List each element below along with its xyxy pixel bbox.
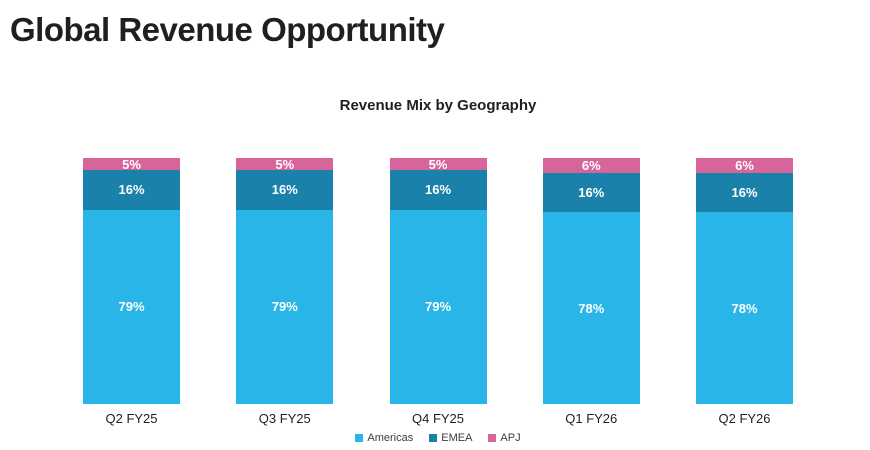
stacked-bar-q2-fy26: 6% 16% 78%: [696, 158, 793, 404]
segment-value-label: 16%: [731, 184, 758, 200]
bar-segment-apj: 5%: [83, 156, 180, 172]
legend-item-emea: EMEA: [429, 432, 472, 444]
legend-swatch-americas: [355, 434, 364, 442]
legend-label: APJ: [500, 432, 521, 444]
bar-segment-emea: 16%: [542, 172, 640, 213]
x-axis: Q2 FY25 Q3 FY25 Q4 FY25 Q1 FY26 Q2 FY26: [83, 411, 793, 427]
bar-segment-americas: 79%: [83, 209, 180, 404]
segment-value-label: 79%: [118, 299, 145, 315]
legend-label: EMEA: [441, 432, 473, 444]
bar-segment-americas: 78%: [542, 212, 640, 404]
segment-value-label: 16%: [578, 184, 605, 200]
bar-segment-emea: 16%: [696, 172, 793, 213]
chart-title: Revenue Mix by Geography: [339, 97, 537, 114]
segment-value-label: 16%: [424, 182, 452, 198]
x-axis-label: Q4 FY25: [411, 411, 465, 426]
bar-segment-emea: 16%: [236, 170, 334, 210]
stacked-bar-q4-fy25: 5% 16% 79%: [389, 156, 487, 404]
bar-segment-apj: 5%: [236, 156, 334, 172]
bar-segment-americas: 79%: [389, 209, 487, 404]
segment-value-label: 78%: [731, 300, 758, 316]
segment-value-label: 79%: [424, 299, 452, 315]
segment-value-label: 5%: [122, 156, 141, 172]
segment-value-label: 79%: [271, 299, 298, 315]
page-title: Global Revenue Opportunity: [10, 11, 445, 48]
x-axis-label: Q2 FY26: [718, 411, 771, 426]
stacked-bar-q3-fy25: 5% 16% 79%: [236, 156, 334, 404]
bar-segment-apj: 5%: [389, 156, 487, 172]
bar-segment-emea: 16%: [83, 170, 180, 210]
segment-value-label: 5%: [275, 156, 295, 172]
chart-legend: Americas EMEA APJ: [83, 432, 793, 444]
bar-segment-emea: 16%: [389, 170, 487, 210]
bar-segment-apj: 6%: [542, 157, 640, 173]
segment-value-label: 16%: [118, 182, 145, 198]
legend-label: Americas: [367, 432, 414, 444]
segment-value-label: 78%: [578, 300, 605, 316]
legend-item-americas: Americas: [355, 432, 413, 444]
bar-segment-americas: 79%: [236, 209, 334, 404]
x-axis-label: Q1 FY26: [565, 411, 618, 426]
segment-value-label: 16%: [271, 182, 298, 198]
bar-segment-americas: 78%: [696, 212, 793, 404]
stacked-bar-q1-fy26: 6% 16% 78%: [542, 157, 640, 404]
chart-plot-area: 5% 16% 79% 5% 16% 79% 5% 16% 79% 6% 16% 78% 6% 16% 78%: [83, 158, 793, 404]
segment-value-label: 6%: [581, 157, 601, 173]
bar-segment-apj: 6%: [696, 158, 793, 173]
legend-swatch-apj: [488, 434, 497, 442]
legend-item-apj: APJ: [488, 432, 521, 444]
x-axis-label: Q3 FY25: [258, 411, 311, 426]
stacked-bar-q2-fy25: 5% 16% 79%: [83, 158, 180, 404]
segment-value-label: 6%: [735, 157, 754, 173]
x-axis-label: Q2 FY25: [105, 411, 158, 426]
segment-value-label: 5%: [428, 156, 448, 172]
legend-swatch-emea: [429, 434, 438, 442]
